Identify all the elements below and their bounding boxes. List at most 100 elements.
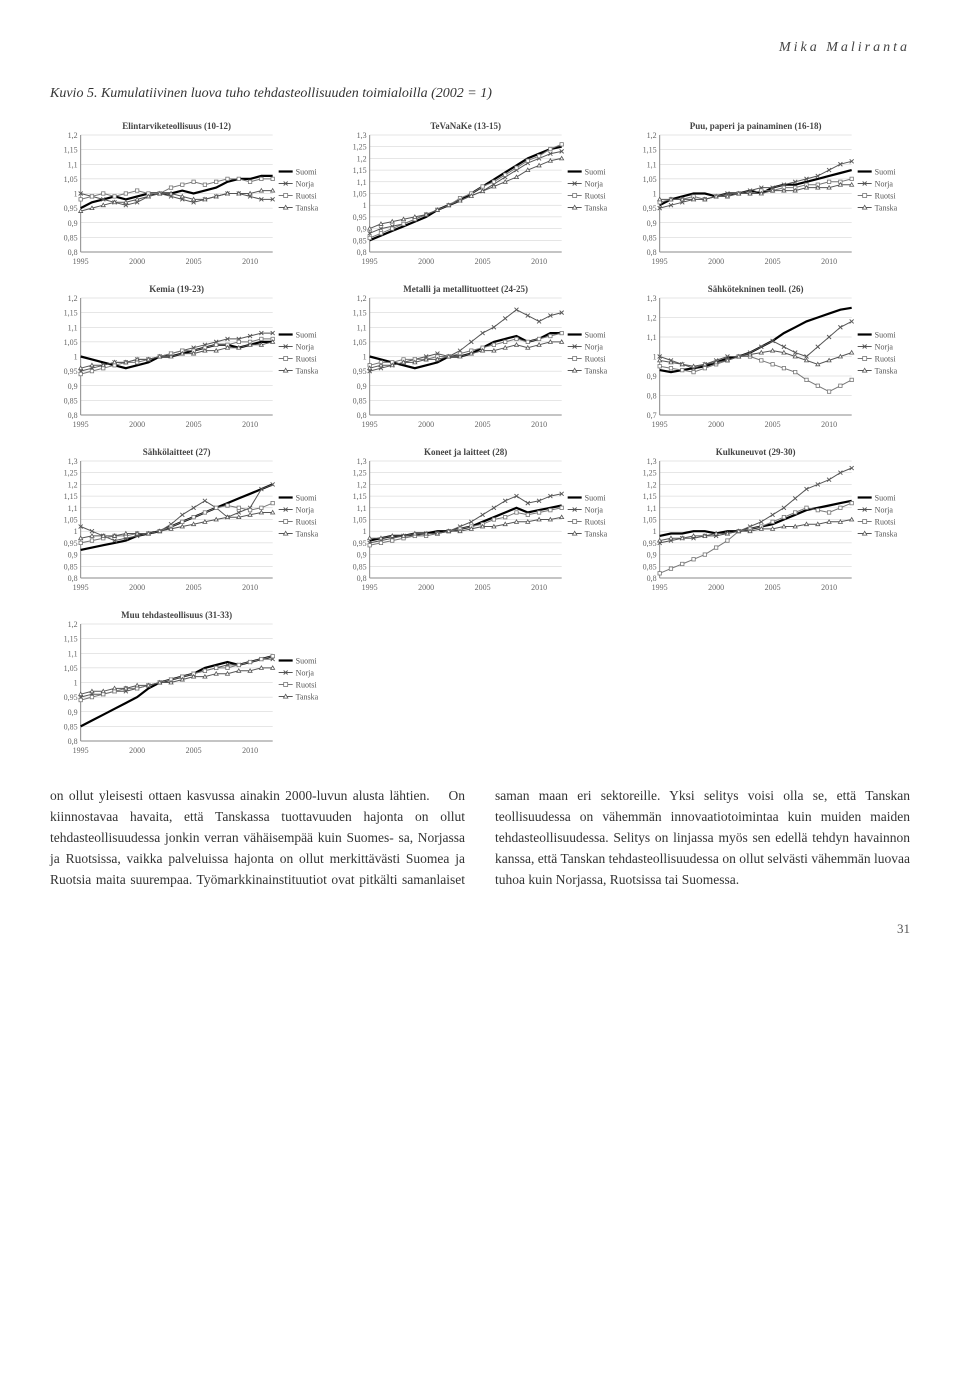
- y-tick-label: 0,85: [642, 562, 656, 571]
- marker-tanska: [391, 220, 395, 224]
- x-tick-label: 2005: [764, 420, 780, 429]
- marker-tanska: [849, 518, 853, 522]
- marker-ruotsi: [538, 511, 541, 514]
- chart-title: Kemia (19-23): [149, 284, 204, 294]
- legend-label-norja: Norja: [296, 506, 315, 515]
- legend-marker-tanska: [283, 694, 287, 698]
- marker-ruotsi: [771, 363, 774, 366]
- marker-tanska: [124, 200, 128, 204]
- marker-tanska: [248, 513, 252, 517]
- marker-tanska: [492, 525, 496, 529]
- marker-ruotsi: [368, 544, 371, 547]
- marker-tanska: [849, 183, 853, 187]
- series-line-tanska: [81, 668, 273, 694]
- marker-ruotsi: [493, 343, 496, 346]
- x-tick-label: 2000: [129, 746, 145, 755]
- x-tick-label: 2000: [418, 420, 434, 429]
- y-tick-label: 0,9: [68, 219, 78, 228]
- chart-title: Sähkölaitteet (27): [143, 447, 211, 457]
- marker-ruotsi: [214, 506, 217, 509]
- y-tick-label: 0,9: [357, 551, 367, 560]
- marker-tanska: [827, 358, 831, 362]
- x-tick-label: 2005: [186, 583, 202, 592]
- chart-svg: Sähkölaitteet (27)0,80,850,90,9511,051,1…: [50, 443, 331, 598]
- chart-cell-0: Elintarviketeollisuus (10-12)0,80,850,90…: [50, 117, 331, 272]
- y-tick-label: 0,8: [68, 411, 78, 420]
- marker-ruotsi: [226, 504, 229, 507]
- legend-marker-ruotsi: [862, 357, 866, 361]
- marker-ruotsi: [816, 508, 819, 511]
- y-tick-label: 1: [652, 353, 656, 362]
- marker-tanska: [271, 666, 275, 670]
- marker-tanska: [714, 532, 718, 536]
- marker-tanska: [368, 536, 372, 540]
- y-tick-label: 0,85: [642, 233, 656, 242]
- y-tick-label: 0,95: [642, 204, 656, 213]
- y-tick-label: 1: [652, 190, 656, 199]
- marker-tanska: [669, 536, 673, 540]
- chart-svg: Koneet ja laitteet (28)0,80,850,90,9511,…: [339, 443, 620, 598]
- legend-label-suomi: Suomi: [296, 168, 318, 177]
- marker-tanska: [770, 349, 774, 353]
- marker-norja: [203, 499, 207, 503]
- marker-tanska: [560, 340, 564, 344]
- page-number: 31: [50, 921, 910, 937]
- y-tick-label: 1,05: [353, 338, 367, 347]
- marker-ruotsi: [237, 663, 240, 666]
- marker-ruotsi: [692, 370, 695, 373]
- legend-label-tanska: Tanska: [874, 204, 897, 213]
- y-tick-label: 0,85: [353, 236, 367, 245]
- marker-tanska: [815, 522, 819, 526]
- marker-tanska: [90, 363, 94, 367]
- marker-ruotsi: [380, 232, 383, 235]
- marker-ruotsi: [368, 236, 371, 239]
- marker-ruotsi: [669, 567, 672, 570]
- marker-ruotsi: [102, 192, 105, 195]
- marker-norja: [804, 487, 808, 491]
- x-tick-label: 2000: [708, 257, 724, 266]
- marker-tanska: [259, 666, 263, 670]
- series-line-tanska: [659, 520, 851, 541]
- chart-cell-7: Koneet ja laitteet (28)0,80,850,90,9511,…: [339, 443, 620, 598]
- marker-ruotsi: [481, 185, 484, 188]
- marker-ruotsi: [124, 192, 127, 195]
- legend-marker-ruotsi: [284, 683, 288, 687]
- y-tick-label: 1,15: [353, 492, 367, 501]
- y-tick-label: 0,8: [68, 574, 78, 583]
- marker-tanska: [504, 180, 508, 184]
- marker-ruotsi: [526, 159, 529, 162]
- marker-tanska: [782, 351, 786, 355]
- marker-ruotsi: [827, 390, 830, 393]
- marker-ruotsi: [380, 541, 383, 544]
- marker-norja: [849, 319, 853, 323]
- marker-tanska: [560, 156, 564, 160]
- marker-tanska: [515, 343, 519, 347]
- marker-tanska: [849, 351, 853, 355]
- legend-label-tanska: Tanska: [585, 530, 608, 539]
- marker-ruotsi: [515, 166, 518, 169]
- marker-ruotsi: [560, 506, 563, 509]
- y-tick-label: 1,1: [357, 178, 367, 187]
- marker-tanska: [657, 539, 661, 543]
- marker-tanska: [259, 189, 263, 193]
- x-tick-label: 2010: [821, 420, 837, 429]
- legend-marker-tanska: [573, 368, 577, 372]
- legend-label-tanska: Tanska: [585, 204, 608, 213]
- x-tick-label: 1995: [73, 257, 89, 266]
- y-tick-label: 0,9: [357, 382, 367, 391]
- series-line-norja: [659, 161, 851, 208]
- y-tick-label: 1,2: [357, 480, 367, 489]
- chart-title: Metalli ja metallituotteet (24-25): [404, 284, 529, 294]
- x-tick-label: 2005: [186, 257, 202, 266]
- y-tick-label: 1,2: [68, 294, 78, 303]
- marker-ruotsi: [79, 541, 82, 544]
- marker-ruotsi: [680, 368, 683, 371]
- legend-label-tanska: Tanska: [296, 204, 319, 213]
- y-tick-label: 1,2: [646, 480, 656, 489]
- marker-tanska: [770, 527, 774, 531]
- marker-ruotsi: [79, 698, 82, 701]
- y-tick-label: 1,2: [68, 480, 78, 489]
- marker-ruotsi: [90, 369, 93, 372]
- marker-tanska: [537, 518, 541, 522]
- y-tick-label: 1,1: [68, 323, 78, 332]
